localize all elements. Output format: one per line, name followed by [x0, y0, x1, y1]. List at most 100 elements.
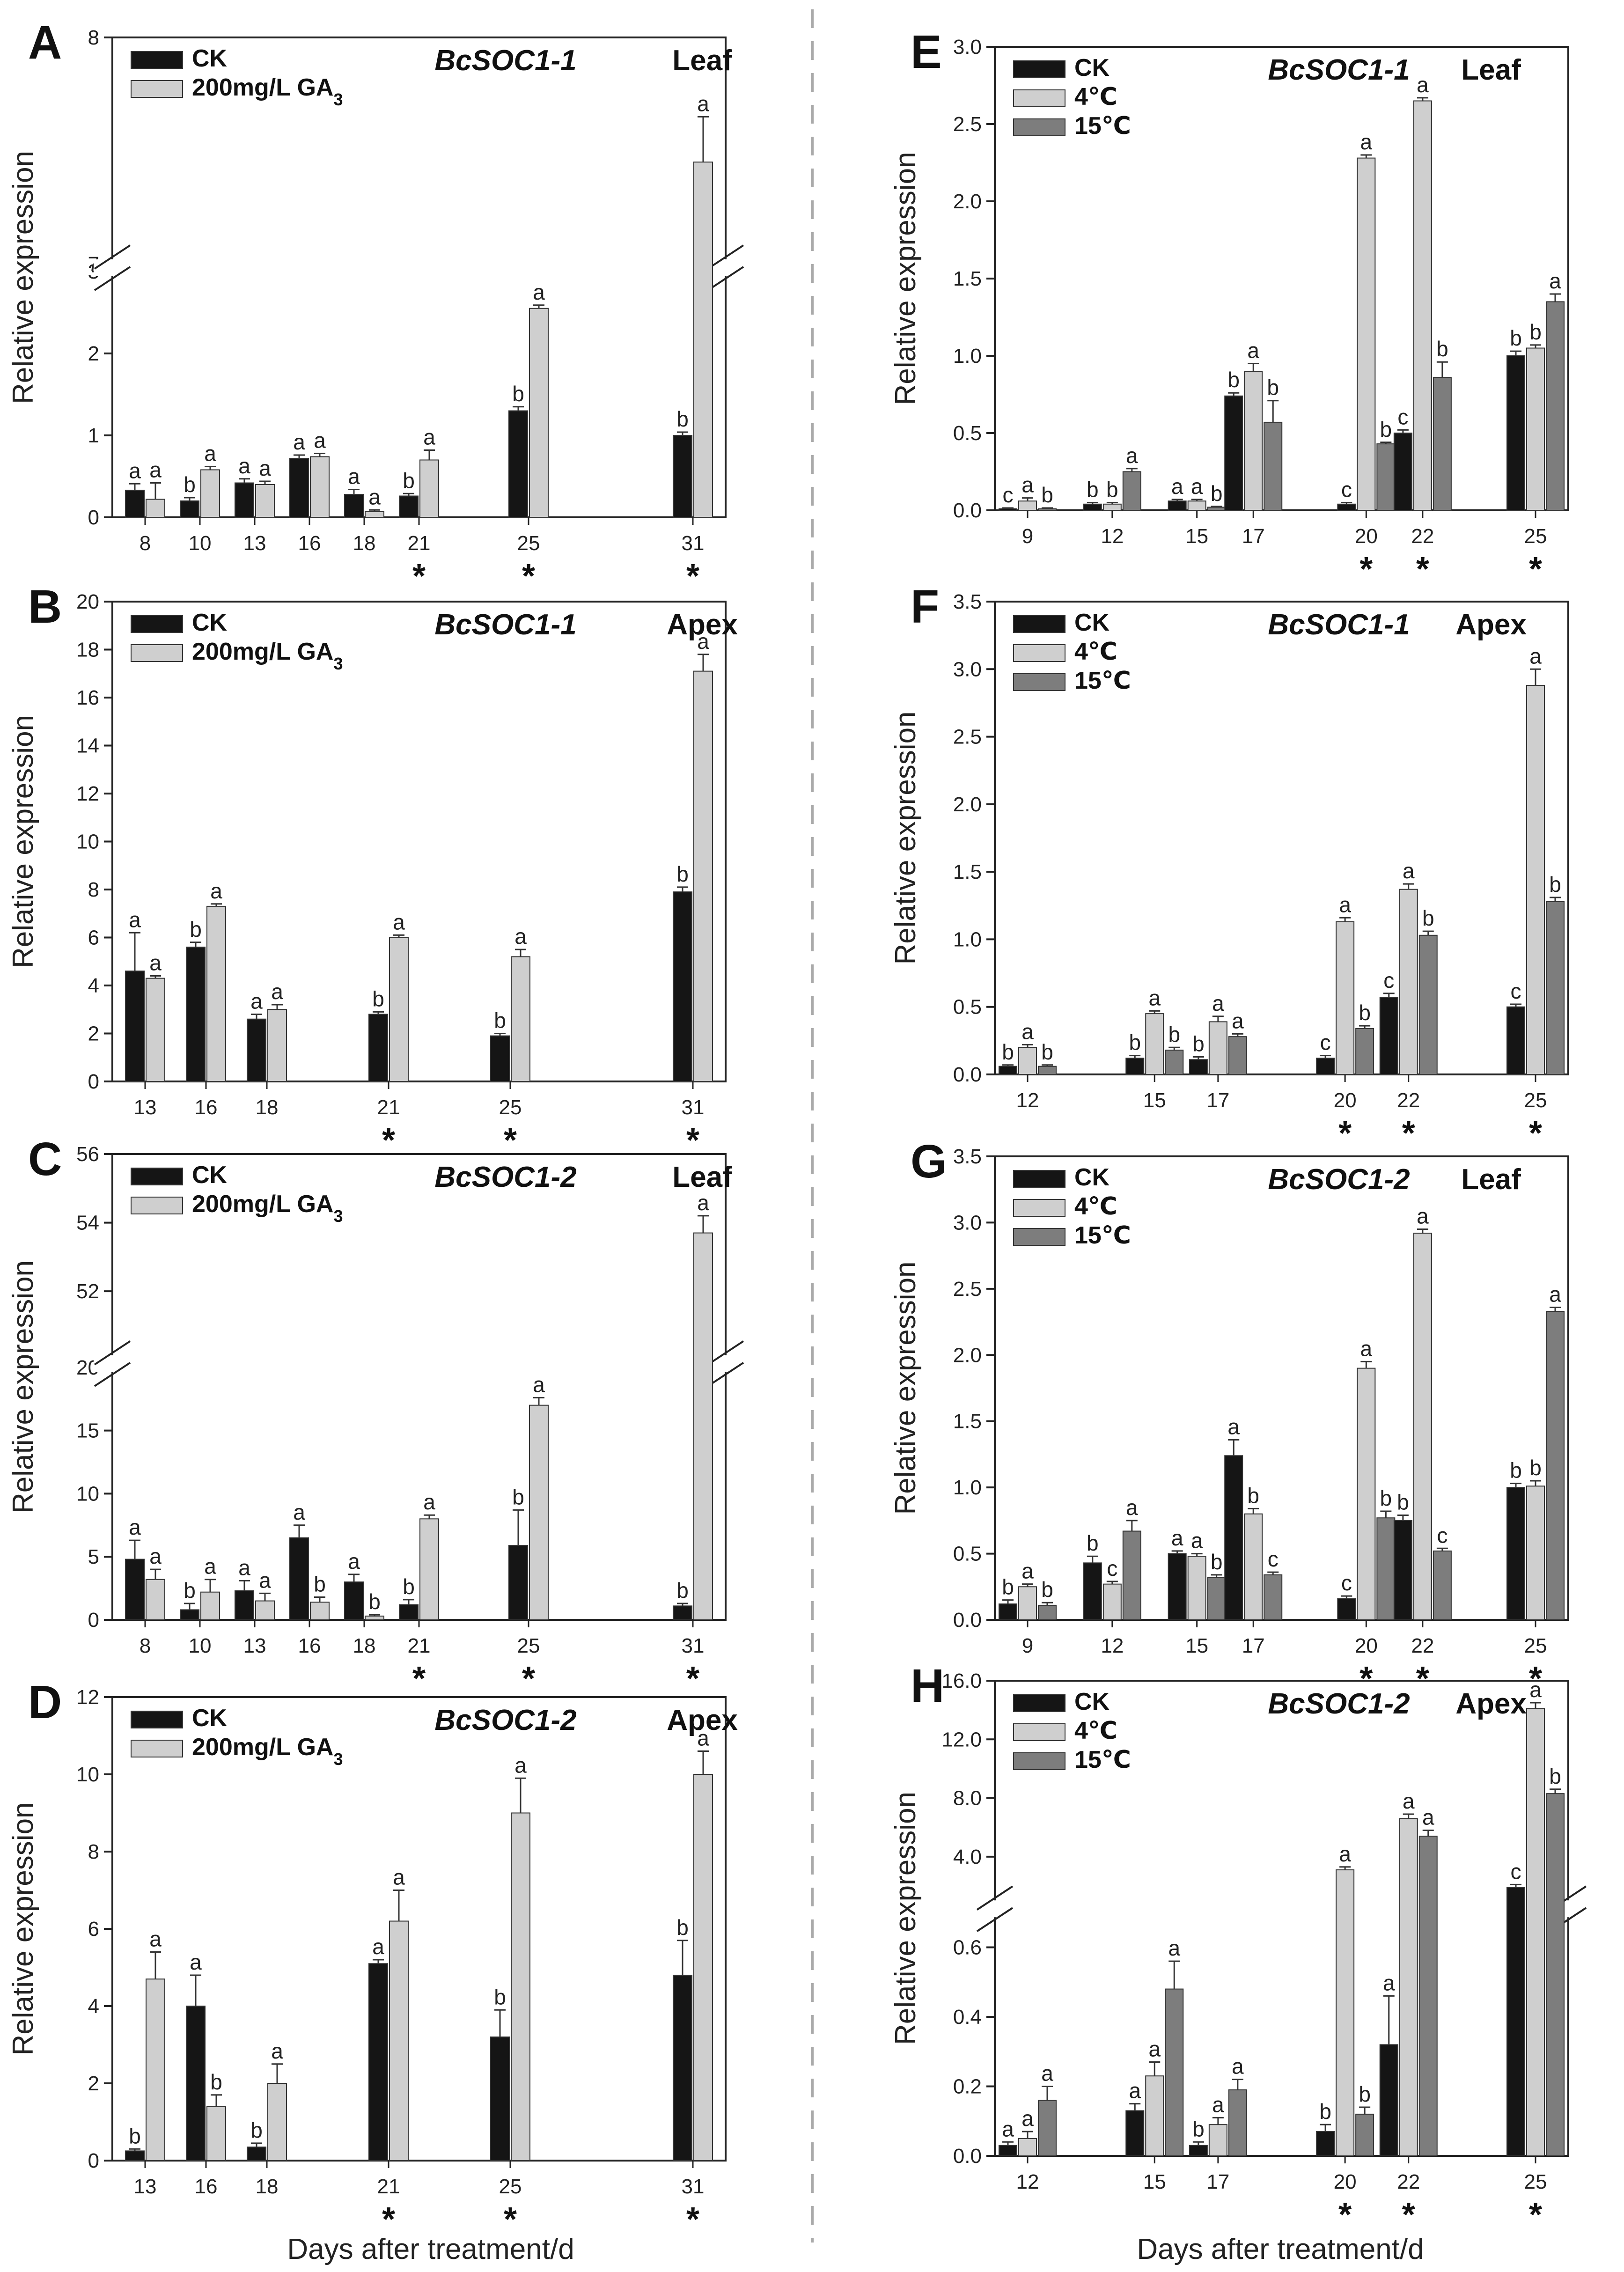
panel-h-significance-letter: a [1232, 2054, 1244, 2079]
panel-c-xtick-label: 31 [682, 1634, 705, 1657]
panel-d-ytick-label: 2 [88, 2072, 99, 2095]
panel-h-significance-letter: a [1002, 2117, 1014, 2141]
panel-b-significance-letter: a [271, 979, 283, 1004]
panel-f-legend-label: CK [1074, 609, 1110, 636]
panel-d-bar-200mgLGA3-31 [693, 1774, 713, 2161]
panel-g-significance-letter: b [1247, 1483, 1259, 1507]
panel-g-bar-15-22 [1433, 1550, 1452, 1621]
panel-e-significance-star: * [1529, 551, 1542, 588]
panel-e-bar-CK-25 [1506, 355, 1525, 511]
panel-e-xtick-label: 17 [1242, 525, 1265, 548]
panel-e-legend-swatch [1013, 60, 1066, 78]
panel-e-significance-letter: c [1003, 483, 1014, 507]
panel-d-ytick-label: 6 [88, 1918, 99, 1941]
panel-f-xtick-label: 15 [1143, 1089, 1166, 1112]
panel-g-significance-letter: c [1107, 1556, 1117, 1581]
panel-d-significance-letter: a [393, 1865, 405, 1890]
panel-h-ytick-label: 4.0 [953, 1846, 982, 1868]
panel-c-bar-200mgLGA3-16 [309, 1602, 330, 1620]
panel-h-bar-4-22 [1399, 1818, 1418, 2156]
panel-g-xtick-label: 20 [1355, 1634, 1378, 1657]
panel-e-legend-label: CK [1074, 54, 1110, 81]
panel-e-bar-4-25 [1526, 347, 1545, 511]
panel-h-significance-letter: c [1510, 1859, 1521, 1883]
panel-c-legend-swatch [131, 1197, 183, 1214]
panel-c-ytick-label: 5 [88, 1545, 99, 1568]
panel-f-ytick-label: 1.5 [953, 860, 982, 883]
panel-b-bar-CK-16 [185, 947, 206, 1082]
panel-a-xtick-label: 13 [243, 532, 266, 555]
panel-f-legend-swatch [1013, 644, 1066, 662]
panel-f-significance-letter: a [1232, 1008, 1244, 1033]
panel-a-bar-200mgLGA3-31 [693, 162, 713, 518]
panel-a-bar-CK-25 [508, 410, 528, 518]
panel-d-significance-letter: a [149, 1927, 162, 1951]
panel-c-bar-CK-18 [344, 1581, 364, 1621]
panel-h-significance-letter: b [1359, 2082, 1371, 2106]
panel-d-bar-CK-18 [246, 2147, 266, 2161]
panel-h-xtick-label: 12 [1016, 2170, 1039, 2193]
panel-e-bar-CK-17 [1224, 395, 1243, 511]
panel-f-bar-CK-22 [1379, 997, 1398, 1075]
panel-e-bar-4-17 [1244, 371, 1263, 511]
panel-e-ytick-label: 2.5 [953, 113, 982, 136]
panel-e-ytick-label: 3.0 [953, 36, 982, 59]
panel-a-xtick-label: 21 [408, 532, 431, 555]
panel-a-gene-title: BcSOC1-1 [434, 44, 576, 77]
panel-c-significance-letter: a [533, 1372, 545, 1397]
panel-h-ytick-label: 0.4 [953, 2006, 982, 2029]
panel-g-significance-letter: a [1227, 1414, 1240, 1439]
panel-h-xtick-label: 15 [1143, 2170, 1166, 2193]
panel-h-ytick-label: 12.0 [941, 1728, 982, 1751]
panel-f-bar-4-22 [1399, 889, 1418, 1075]
panel-e-significance-letter: a [1126, 443, 1138, 468]
panel-e-bar-15-25 [1545, 301, 1565, 511]
panel-h-significance-letter: a [1021, 2106, 1034, 2131]
panel-b-significance-letter: b [676, 862, 689, 886]
panel-d-bar-200mgLGA3-16 [206, 2106, 226, 2161]
panel-g-significance-letter: a [1126, 1495, 1138, 1520]
panel-b-legend-swatch [131, 615, 183, 633]
panel-d-bar-CK-25 [490, 2037, 510, 2161]
panel-f-bar-15-22 [1418, 934, 1438, 1075]
panel-b-significance-letter: a [393, 910, 405, 934]
panel-c-ytick-label: 10 [76, 1482, 99, 1505]
panel-g-significance-letter: b [1002, 1575, 1014, 1599]
panel-g-ytick-label: 2.0 [953, 1344, 982, 1367]
panel-b-ytick-label: 16 [76, 686, 99, 709]
panel-h-gene-title: BcSOC1-2 [1268, 1688, 1410, 1720]
panel-a-ytick-label: 2 [88, 342, 99, 365]
panel-e-legend-label: 4℃ [1074, 83, 1117, 110]
panel-e-tissue-title: Leaf [1461, 54, 1521, 86]
panel-e-xtick-label: 20 [1355, 525, 1378, 548]
panel-g-bar-4-22 [1413, 1233, 1432, 1620]
panel-a-significance-letter: a [149, 458, 162, 482]
panel-e-xtick-label: 9 [1022, 525, 1033, 548]
panel-a-legend-label: 200mg/L GA3 [192, 74, 343, 109]
panel-b-significance-letter: a [697, 629, 709, 654]
panel-d-ytick-label: 0 [88, 2149, 99, 2172]
panel-c-break-mark-0a [94, 1340, 131, 1366]
panel-b-significance-letter: a [210, 879, 222, 903]
panel-h-significance-letter: b [1192, 2117, 1205, 2141]
panel-h-ytick-label: 0.0 [953, 2145, 982, 2168]
panel-a-significance-letter: a [697, 91, 709, 116]
panel-h-tissue-title: Apex [1455, 1688, 1527, 1720]
panel-b: B 0 2 4 6 8 10 12 14 16 18 20 Relative expression 13 a… [7, 581, 738, 1159]
panel-e-bar-CK-9 [999, 508, 1017, 511]
panel-h-significance-letter: a [1339, 1842, 1351, 1866]
panel-g-significance-letter: a [1191, 1529, 1203, 1553]
panel-h-bar-CK-15 [1125, 2110, 1145, 2157]
panel-e-bar-4-9 [1018, 500, 1037, 511]
panel-c-tissue-title: Leaf [672, 1161, 732, 1193]
panel-f-bar-15-17 [1228, 1036, 1247, 1075]
panel-b-significance-star: * [686, 1122, 699, 1159]
panel-b-significance-letter: a [149, 951, 162, 975]
panel-f-significance-letter: c [1383, 968, 1394, 993]
panel-h-y-axis-title: Relative expression [889, 1792, 922, 2045]
panel-f-significance-letter: a [1021, 1020, 1034, 1044]
panel-c-significance-letter: a [238, 1555, 250, 1580]
panel-c-xtick-label: 25 [517, 1634, 540, 1657]
panel-d-xtick-label: 21 [377, 2175, 400, 2198]
panel-h-bar-15-12 [1038, 2100, 1057, 2156]
